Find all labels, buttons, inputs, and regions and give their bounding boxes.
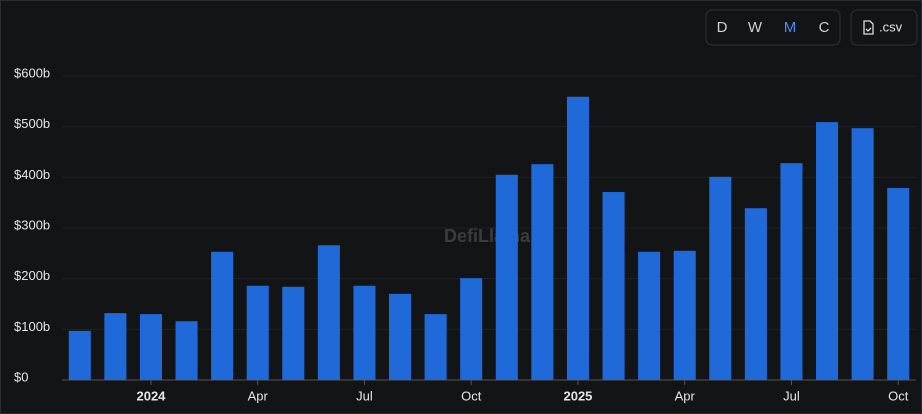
file-icon xyxy=(863,20,874,35)
interval-button[interactable]: W xyxy=(748,19,763,36)
bar xyxy=(602,192,625,380)
y-tick-label: $600b xyxy=(14,65,50,80)
x-tick-label: Oct xyxy=(888,388,909,403)
csv-button[interactable] xyxy=(850,9,918,46)
bar xyxy=(495,174,518,380)
bar xyxy=(68,330,91,380)
bar xyxy=(246,285,269,380)
y-tick-label: $200b xyxy=(14,268,50,283)
bar xyxy=(673,250,696,380)
x-tick-label: Apr xyxy=(248,388,269,403)
csv-label[interactable]: .csv xyxy=(879,19,903,34)
bar xyxy=(638,251,661,380)
interval-button[interactable]: M xyxy=(784,19,797,36)
x-tick-label: Jul xyxy=(783,388,800,403)
y-tick-label: $400b xyxy=(14,167,50,182)
bar xyxy=(816,122,839,381)
x-tick-label: 2024 xyxy=(136,388,166,403)
interval-group xyxy=(705,9,841,46)
bar xyxy=(389,293,412,380)
bar xyxy=(424,314,447,380)
bar xyxy=(566,96,589,381)
bar xyxy=(744,208,767,380)
bar xyxy=(282,286,305,380)
bar xyxy=(104,313,127,380)
x-tick-label: Apr xyxy=(675,388,696,403)
bar xyxy=(317,245,340,380)
x-tick-label: 2025 xyxy=(563,388,592,403)
y-tick-label: $0 xyxy=(14,369,28,384)
y-tick-label: $300b xyxy=(14,217,50,232)
x-tick-label: Jul xyxy=(356,388,373,403)
watermark: DefiLlama xyxy=(444,226,531,246)
y-tick-label: $500b xyxy=(14,116,50,131)
bar xyxy=(851,128,874,380)
bar xyxy=(211,251,234,380)
bar xyxy=(531,164,554,380)
y-tick-label: $100b xyxy=(14,319,50,334)
bar xyxy=(460,278,483,380)
interval-button[interactable]: D xyxy=(717,19,728,36)
bar xyxy=(353,285,376,380)
bar xyxy=(709,176,732,380)
bar xyxy=(139,314,162,380)
bar xyxy=(780,163,803,380)
bar xyxy=(887,187,910,380)
x-tick-label: Oct xyxy=(461,388,482,403)
bar xyxy=(175,321,198,380)
interval-button[interactable]: C xyxy=(819,19,830,36)
